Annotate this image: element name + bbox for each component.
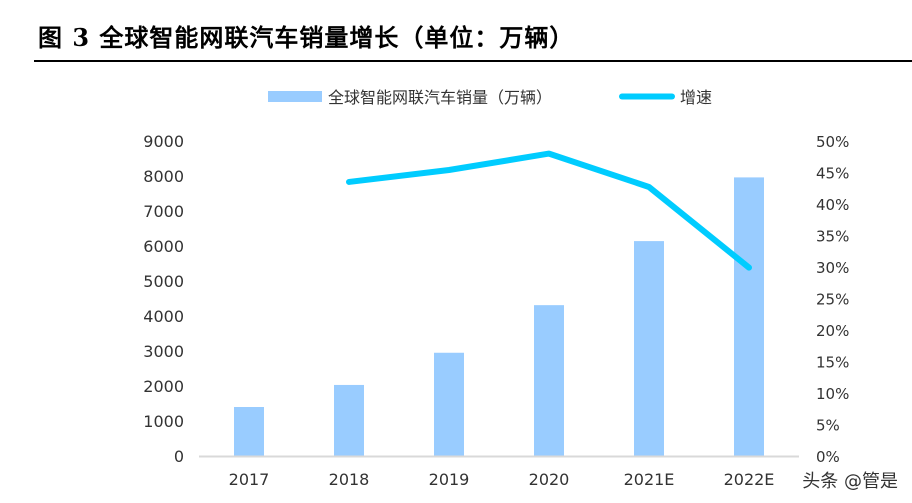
right-tick-label: 5% <box>816 417 840 435</box>
bar-2019 <box>434 352 464 456</box>
x-tick-label: 2019 <box>429 470 470 489</box>
x-tick-label: 2021E <box>624 470 675 489</box>
legend-bar-swatch <box>268 91 322 102</box>
bar-2020 <box>534 305 564 456</box>
left-tick-label: 8000 <box>143 167 184 186</box>
x-tick-label: 2018 <box>329 470 370 489</box>
bar-2022E <box>734 177 764 456</box>
left-tick-label: 9000 <box>143 132 184 151</box>
title-rule <box>34 60 912 62</box>
chart-title: 图 3 全球智能网联汽车销量增长（单位：万辆） <box>38 23 575 52</box>
legend-line-label: 增速 <box>680 88 712 107</box>
right-tick-label: 10% <box>816 385 849 403</box>
right-tick-label: 30% <box>816 259 849 277</box>
left-tick-label: 5000 <box>143 272 184 291</box>
left-tick-label: 7000 <box>143 202 184 221</box>
watermark: 头条 @管是 <box>802 471 898 492</box>
left-tick-label: 3000 <box>143 342 184 361</box>
bar-2021E <box>634 241 664 456</box>
legend-bar-label: 全球智能网联汽车销量（万辆） <box>328 88 552 107</box>
growth-line <box>346 150 752 271</box>
right-tick-label: 50% <box>816 133 849 151</box>
x-tick-label: 2017 <box>229 470 270 489</box>
right-tick-label: 15% <box>816 354 849 372</box>
left-tick-label: 4000 <box>143 307 184 326</box>
left-tick-label: 0 <box>174 447 184 466</box>
bar-2017 <box>234 407 264 456</box>
right-tick-label: 45% <box>816 165 849 183</box>
x-tick-label: 2020 <box>529 470 570 489</box>
bar-2018 <box>334 384 364 456</box>
left-tick-label: 2000 <box>143 377 184 396</box>
left-tick-label: 1000 <box>143 412 184 431</box>
left-tick-label: 6000 <box>143 237 184 256</box>
right-tick-label: 35% <box>816 228 849 246</box>
x-tick-label: 2022E <box>724 470 775 489</box>
right-tick-label: 40% <box>816 196 849 214</box>
right-tick-label: 20% <box>816 322 849 340</box>
right-tick-label: 25% <box>816 291 849 309</box>
right-tick-label: 0% <box>816 448 840 466</box>
